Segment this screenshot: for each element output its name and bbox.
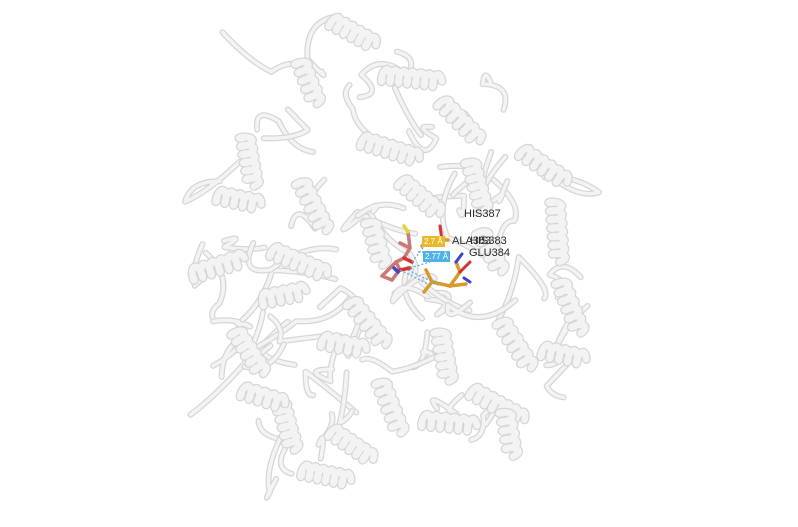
helix-segment	[361, 218, 391, 269]
helix-segment	[495, 408, 522, 460]
residue-nitrogen-bond	[462, 276, 472, 284]
helix-segment	[258, 281, 310, 310]
residue-label-his387: HIS387	[464, 208, 501, 220]
loop-segment	[313, 334, 342, 383]
loop-segment	[391, 273, 437, 304]
helix-segment	[465, 384, 529, 425]
loop-segment	[425, 290, 451, 317]
residue-oxygen-bond	[458, 260, 472, 274]
helix-segment	[297, 461, 355, 489]
ligand-bond	[398, 241, 412, 250]
loop-segment	[496, 255, 548, 322]
helix-segment	[461, 158, 493, 214]
loop-segment	[262, 107, 310, 141]
hydrogen-bond-dash	[407, 269, 441, 287]
loop-segment	[360, 353, 441, 374]
helix-segment	[325, 13, 380, 50]
helix-segment	[430, 328, 458, 385]
helix-segment	[188, 249, 248, 284]
residue-bond	[424, 268, 434, 284]
residue-label-glu384: GLU384	[469, 247, 510, 259]
helix-segment	[291, 58, 325, 108]
loop-segment	[440, 171, 487, 258]
hydrogen-bond-dash	[399, 269, 429, 285]
distance-label-blue: 2.77 Å	[423, 251, 451, 262]
residue-bond	[448, 270, 462, 288]
helix-segment	[343, 297, 392, 349]
loop-segment	[357, 62, 400, 99]
loop-segment	[491, 178, 518, 251]
ligand-bond	[402, 246, 412, 260]
loop-segment	[407, 124, 439, 152]
helix-segment	[291, 178, 334, 235]
loop-segment	[445, 298, 518, 319]
residue-bond	[430, 280, 452, 288]
loop-segment	[393, 49, 423, 137]
loop-segment	[242, 342, 286, 370]
helix-segment	[317, 331, 370, 358]
helix-segment	[471, 228, 509, 276]
helix-segment	[394, 175, 445, 217]
helix-segment	[235, 133, 263, 190]
residue-label-his383: HIS383	[470, 235, 507, 247]
residue-bond	[448, 282, 468, 288]
ligand-oxygen-bond	[402, 256, 414, 264]
ligand-nitrogen-bond	[392, 266, 400, 274]
loop-segment	[183, 159, 242, 204]
loop-segment	[337, 370, 354, 425]
loop-segment	[480, 73, 508, 112]
loop-segment	[253, 297, 351, 350]
helix-segment	[212, 186, 265, 213]
helix-segment	[377, 65, 446, 91]
helix-segment	[514, 144, 572, 186]
ligand-sulfur-bond	[402, 224, 410, 234]
helix-segment	[356, 132, 423, 166]
loop-segment	[222, 236, 267, 251]
loop-segment	[341, 210, 418, 236]
ligand-bond	[380, 274, 394, 282]
helix-segment	[418, 410, 481, 435]
ligand-oxygen-bond	[398, 266, 412, 272]
helix-segment	[266, 243, 331, 281]
helix-segment	[433, 96, 486, 145]
protein-cartoon-ribbon	[182, 12, 603, 501]
helix-segment	[492, 317, 538, 372]
loop-segment	[316, 412, 335, 461]
loop-segment	[265, 435, 283, 500]
helix-segment	[551, 278, 589, 337]
helix-segment	[271, 398, 303, 454]
loop-segment	[255, 113, 315, 154]
ligand-bond	[406, 230, 412, 250]
helix-segment	[371, 378, 409, 437]
loop-segment	[474, 179, 510, 216]
residue-label-ala383: ALA383	[452, 235, 492, 247]
ligand-bond	[386, 260, 398, 272]
helix-segment	[227, 327, 270, 378]
helix-segment	[324, 424, 378, 464]
ligand-sticks	[380, 224, 414, 282]
loop-segment	[211, 318, 252, 329]
residue-nitrogen-bond	[454, 252, 464, 264]
residue-bond	[454, 260, 462, 274]
helix-segment	[537, 341, 590, 368]
hydrogen-bond-dash	[409, 261, 431, 269]
loop-segment	[268, 314, 325, 344]
loop-segment	[355, 202, 406, 218]
residue-bond	[422, 280, 434, 294]
helix-segment	[545, 198, 569, 266]
helix-segment	[236, 382, 289, 411]
distance-label-yellow: 2.7 Å	[422, 236, 445, 247]
